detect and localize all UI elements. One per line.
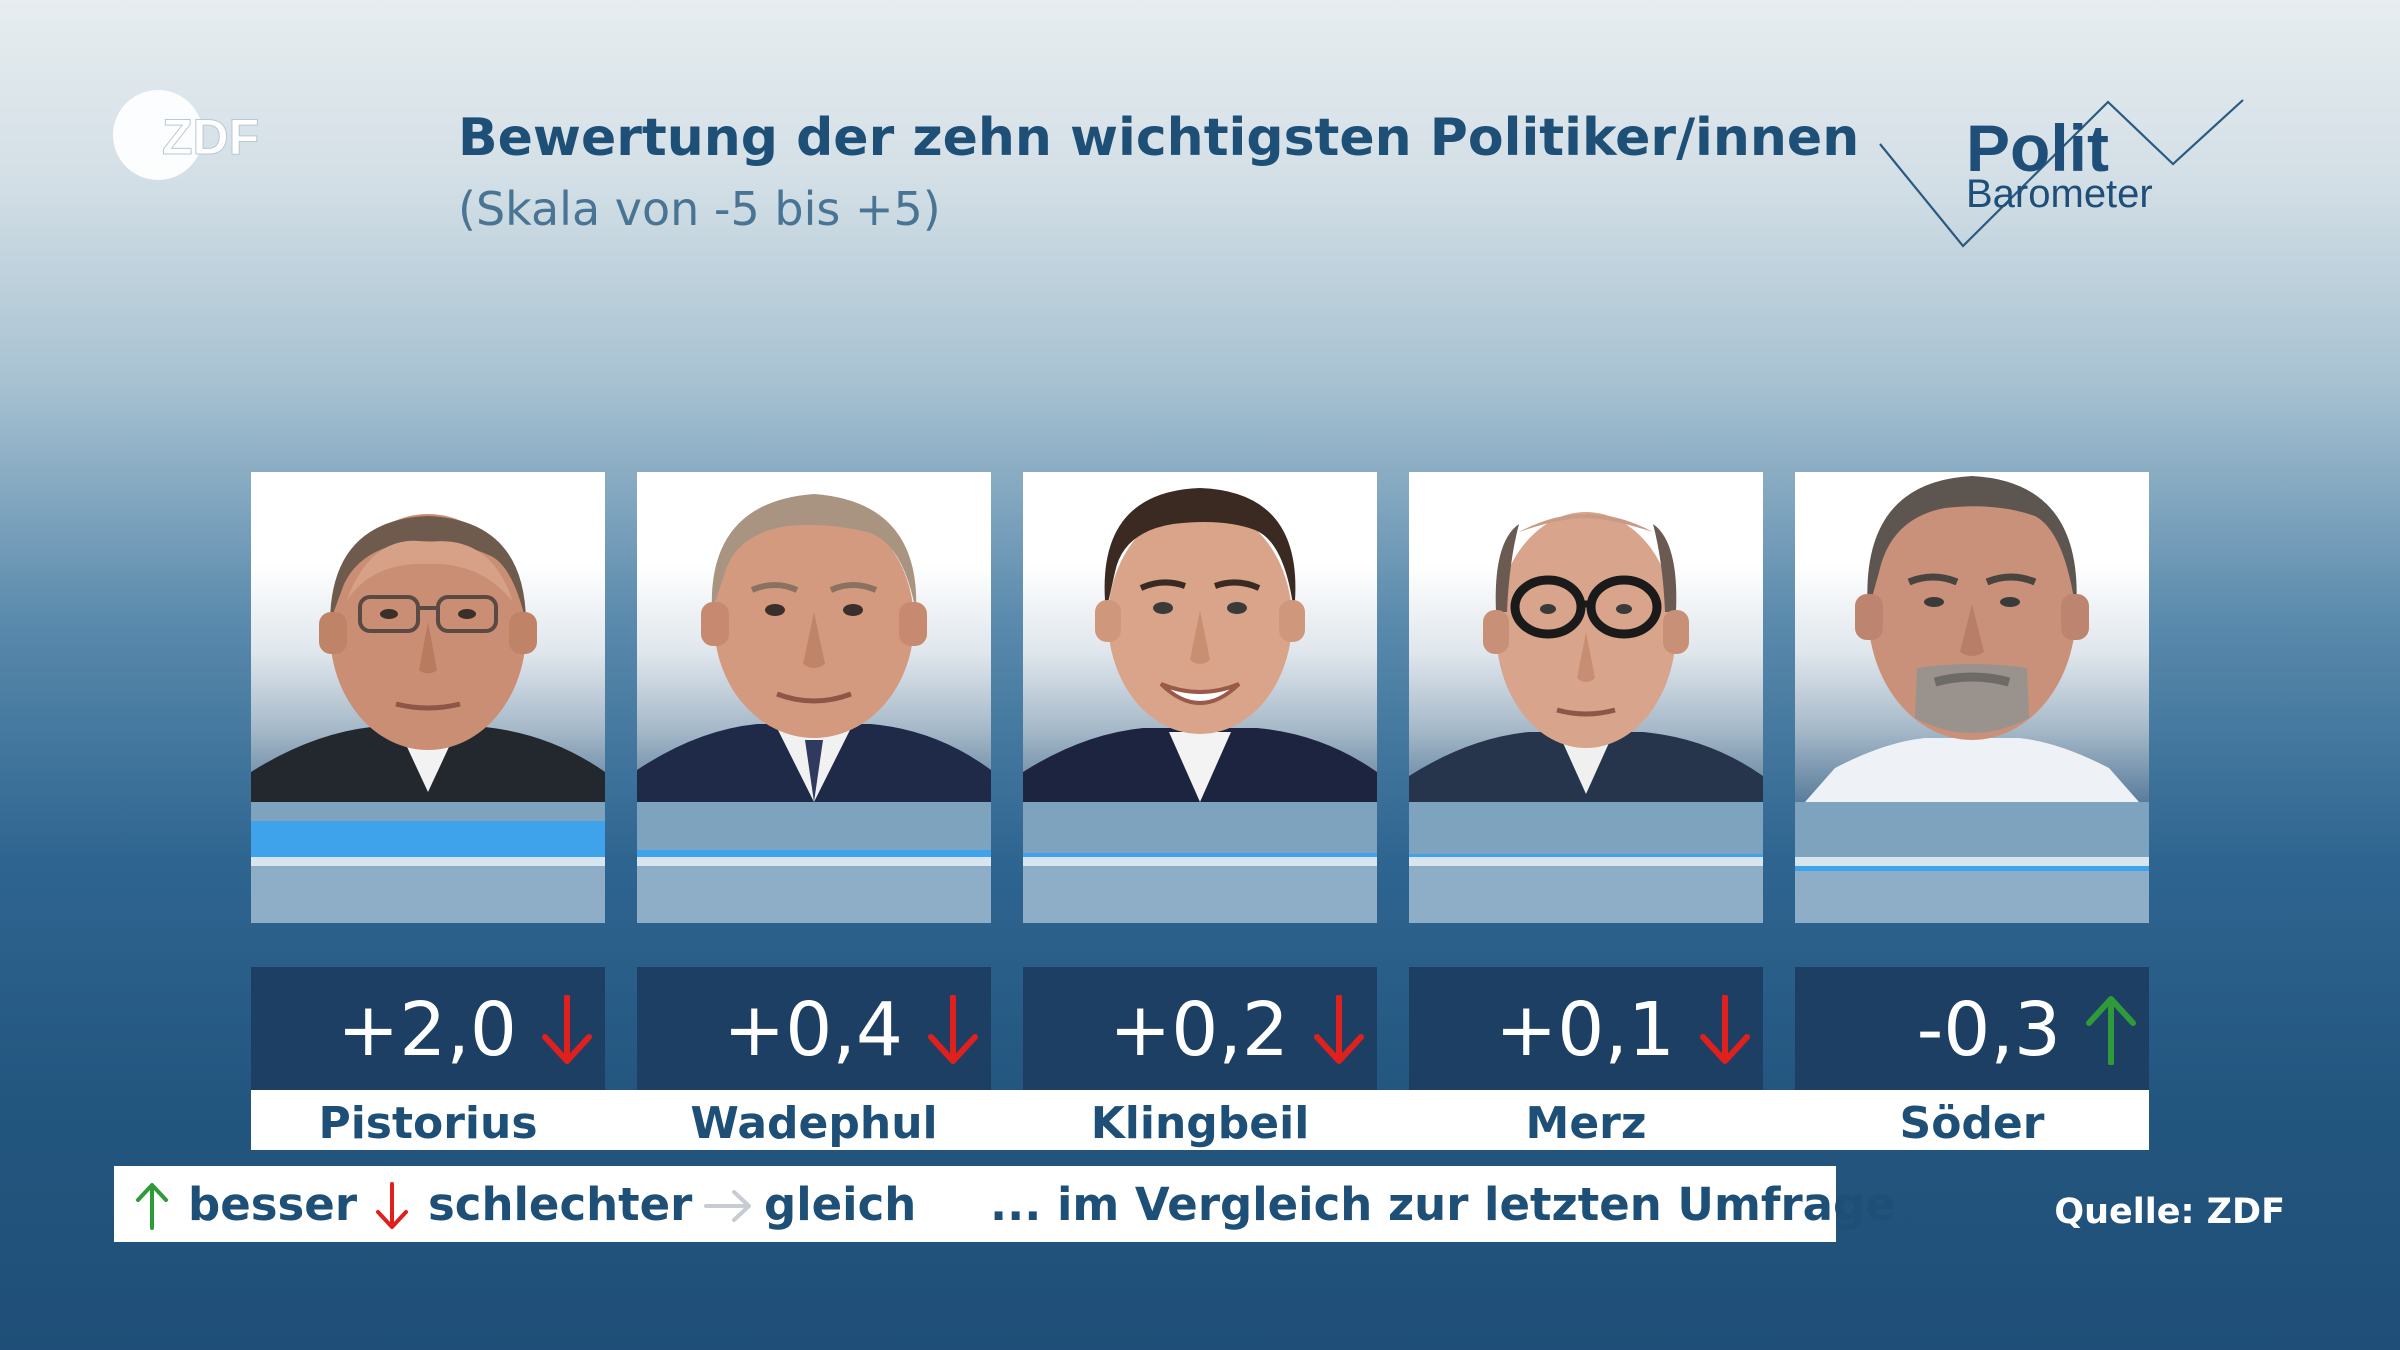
arrow-down-icon [1700,995,1750,1064]
zigzag-line-icon [1879,99,2244,248]
zero-line [1023,857,1377,866]
arrow-down-icon [928,995,978,1064]
rating-value: +2,0 [337,987,517,1073]
zero-line [1795,857,2149,866]
rating-bar [1795,866,2149,872]
politician-name-band: Söder [1795,1090,2149,1150]
rating-bar-area [251,802,605,923]
logo-polit-word: Polit [1966,111,2109,185]
portrait-photo [251,472,605,802]
rating-value-box: +0,2 [1023,967,1377,1090]
politbarometer-logo: Polit Barometer [1878,96,2248,256]
rating-bar [637,849,991,857]
legend-note: ... im Vergleich zur letzten Umfrage [990,1178,1896,1231]
arrow-down-icon [376,1182,408,1229]
legend-besser: besser [188,1178,358,1231]
arrow-right-icon [704,1190,751,1222]
rating-bar-area [1409,802,1763,923]
chart-title: Bewertung der zehn wichtigsten Politiker… [458,108,1860,168]
arrow-up-icon [2086,996,2136,1065]
politician-name-band: Wadephul [637,1090,991,1150]
rating-bar [1023,853,1377,857]
chart-subtitle: (Skala von -5 bis +5) [458,182,941,236]
zdf-logo: ZDF [113,90,260,180]
portrait-photo [1409,472,1763,802]
source-label: Quelle: ZDF [2054,1192,2285,1232]
svg-text:ZDF: ZDF [162,109,259,165]
legend-gleich: gleich [764,1178,917,1231]
portrait-photo [1023,472,1377,802]
rating-value: +0,4 [723,987,903,1073]
politician-name-band: Pistorius [251,1090,605,1150]
rating-value: -0,3 [1916,987,2061,1073]
politician-name: Pistorius [318,1098,538,1149]
politician-name: Wadephul [690,1098,938,1149]
zero-line [1409,857,1763,866]
portrait-photo [1795,472,2149,802]
portrait-photo [637,472,991,802]
politician-name: Merz [1525,1098,1647,1149]
politician-name-band: Merz [1409,1090,1763,1150]
politician-card: +0,2 Klingbeil [1023,472,1377,1150]
rating-bar-area [1023,802,1377,923]
zero-line [251,857,605,866]
rating-bar-area [1795,802,2149,923]
politician-name-band: Klingbeil [1023,1090,1377,1150]
politician-card: +0,4 Wadephul [637,472,991,1150]
politician-card: +0,1 Merz [1409,472,1763,1150]
politician-name: Söder [1899,1098,2045,1149]
rating-value: +0,2 [1109,987,1289,1073]
logo-barometer-word: Barometer [1966,172,2153,216]
rating-value: +0,1 [1495,987,1675,1073]
rating-value-box: +2,0 [251,967,605,1090]
rating-bar [1409,854,1763,857]
arrow-down-icon [1314,995,1364,1064]
arrow-up-icon [136,1183,168,1230]
rating-bar-area [637,802,991,923]
rating-value-box: +0,4 [637,967,991,1090]
zero-line [637,857,991,866]
rating-value-box: -0,3 [1795,967,2149,1090]
legend-schlechter: schlechter [428,1178,693,1231]
rating-value-box: +0,1 [1409,967,1763,1090]
arrow-down-icon [542,995,592,1064]
politician-card: +2,0 Pistorius [251,472,605,1150]
legend: besser schlechter gleich ... im Vergleic… [114,1166,1896,1242]
politician-card: -0,3 Söder [1795,472,2149,1150]
politician-name: Klingbeil [1090,1098,1310,1149]
rating-bar [251,821,605,857]
